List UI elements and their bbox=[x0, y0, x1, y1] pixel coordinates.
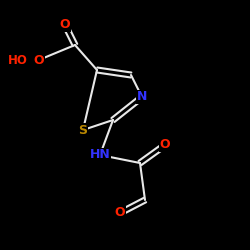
Text: O: O bbox=[115, 206, 125, 220]
Text: N: N bbox=[137, 90, 147, 104]
Text: HO: HO bbox=[8, 54, 28, 66]
Text: O: O bbox=[160, 138, 170, 151]
Text: O: O bbox=[60, 18, 70, 32]
Text: HN: HN bbox=[90, 148, 110, 162]
Text: S: S bbox=[78, 124, 88, 136]
Text: O: O bbox=[34, 54, 44, 66]
